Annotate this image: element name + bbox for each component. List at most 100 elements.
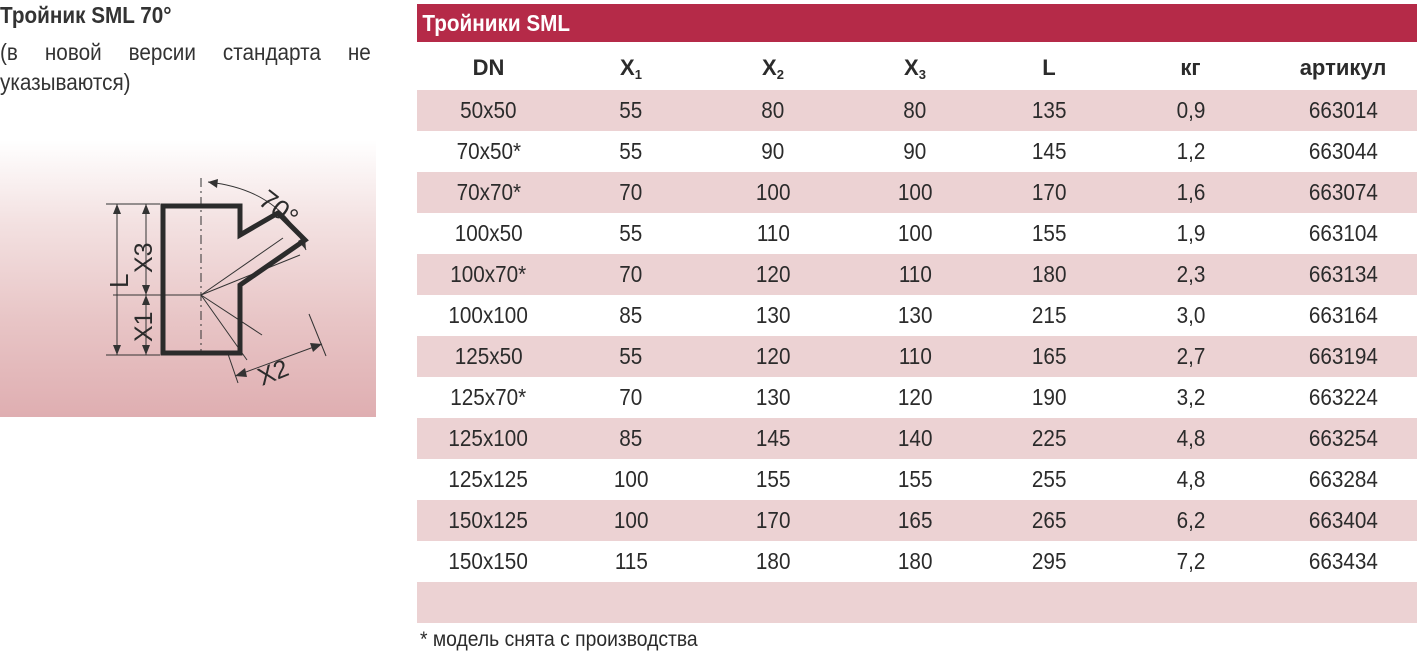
table-cell-x2: 90 bbox=[702, 131, 844, 172]
table-cell-l: 190 bbox=[986, 377, 1112, 418]
table-cell-l: 180 bbox=[986, 254, 1112, 295]
column-header-label: DN bbox=[472, 55, 505, 80]
table-cell-article: 663434 bbox=[1269, 541, 1417, 582]
cell-value: 80 bbox=[761, 97, 785, 123]
table-cell-x1: 115 bbox=[560, 541, 702, 582]
cell-value: 663104 bbox=[1308, 220, 1378, 246]
cell-value: 170 bbox=[1031, 179, 1067, 205]
cell-value: 125x125 bbox=[448, 466, 529, 492]
table-cell-l: 145 bbox=[986, 131, 1112, 172]
table-cell-l: 155 bbox=[986, 213, 1112, 254]
tee-diagram: L X3 X1 X2 70° bbox=[0, 140, 376, 417]
cell-value: 145 bbox=[1031, 138, 1067, 164]
table-cell-x2: 120 bbox=[702, 336, 844, 377]
cell-value: 6,2 bbox=[1176, 507, 1205, 533]
table-cell-x2: 145 bbox=[702, 418, 844, 459]
cell-value: 155 bbox=[1031, 220, 1067, 246]
table-cell-article: 663104 bbox=[1269, 213, 1417, 254]
cell-value: 663164 bbox=[1308, 302, 1378, 328]
table-cell-kg: 2,7 bbox=[1112, 336, 1269, 377]
product-subtitle: (в новой версии стандарта не указываются… bbox=[0, 37, 371, 97]
table-cell-dn: 125x100 bbox=[417, 418, 560, 459]
table-cell-x2: 180 bbox=[702, 541, 844, 582]
cell-value: 663194 bbox=[1308, 343, 1378, 369]
column-header-l: L bbox=[986, 46, 1112, 90]
table-cell-x1: 70 bbox=[560, 172, 702, 213]
table-cell-x1: 55 bbox=[560, 131, 702, 172]
table-title: Тройники SML bbox=[422, 10, 571, 36]
cell-value: 125x50 bbox=[454, 343, 523, 369]
table-cell-x2: 170 bbox=[702, 500, 844, 541]
column-header-label: X bbox=[762, 55, 777, 80]
table-cell-dn: 125x50 bbox=[417, 336, 560, 377]
cell-value: 295 bbox=[1031, 548, 1067, 574]
cell-value: 1,2 bbox=[1176, 138, 1205, 164]
cell-value: 3,2 bbox=[1176, 384, 1205, 410]
cell-value: 0,9 bbox=[1176, 97, 1205, 123]
cell-value: 130 bbox=[755, 384, 791, 410]
cell-value: 1,6 bbox=[1176, 179, 1205, 205]
table-cell-x2: 155 bbox=[702, 459, 844, 500]
table-cell-kg: 6,2 bbox=[1112, 500, 1269, 541]
table-cell-x3: 140 bbox=[844, 418, 986, 459]
cell-value: 110 bbox=[898, 343, 932, 369]
cell-value: 663404 bbox=[1308, 507, 1378, 533]
cell-value: 100 bbox=[613, 466, 649, 492]
cell-value: 155 bbox=[897, 466, 933, 492]
subtitle-line-1: (в новой версии стандарта не bbox=[0, 39, 371, 65]
table-cell-kg: 1,6 bbox=[1112, 172, 1269, 213]
cell-value: 100x100 bbox=[448, 302, 529, 328]
table-cell-kg: 4,8 bbox=[1112, 459, 1269, 500]
table-cell-l: 265 bbox=[986, 500, 1112, 541]
column-header-label: L bbox=[1042, 55, 1056, 80]
cell-value: 100 bbox=[897, 220, 933, 246]
cell-value: 85 bbox=[619, 425, 643, 451]
table-cell-kg: 1,2 bbox=[1112, 131, 1269, 172]
cell-value: 140 bbox=[897, 425, 933, 451]
cell-value: 70 bbox=[619, 261, 643, 287]
table-cell-x1: 85 bbox=[560, 295, 702, 336]
table-cell-article: 663254 bbox=[1269, 418, 1417, 459]
cell-value: 165 bbox=[1031, 343, 1067, 369]
cell-value: 100 bbox=[613, 507, 649, 533]
cell-value: 120 bbox=[755, 343, 791, 369]
x2-extension-line-1 bbox=[227, 353, 239, 384]
table-cell-l: 255 bbox=[986, 459, 1112, 500]
x2-dimension-line bbox=[234, 343, 323, 377]
table-cell-l: 215 bbox=[986, 295, 1112, 336]
cell-value: 663224 bbox=[1308, 384, 1378, 410]
table-cell-article: 663074 bbox=[1269, 172, 1417, 213]
table-cell-kg: 7,2 bbox=[1112, 541, 1269, 582]
cell-value: 130 bbox=[755, 302, 791, 328]
table-cell-l: 295 bbox=[986, 541, 1112, 582]
table-empty-row bbox=[417, 582, 1417, 623]
table-cell-article: 663224 bbox=[1269, 377, 1417, 418]
table-title-bar: Тройники SML bbox=[417, 4, 1417, 42]
cell-value: 85 bbox=[619, 302, 643, 328]
table-cell-x3: 155 bbox=[844, 459, 986, 500]
table-cell-x3: 180 bbox=[844, 541, 986, 582]
dim-label-x3: X3 bbox=[130, 242, 158, 273]
table-cell-dn: 70x70* bbox=[417, 172, 560, 213]
table-cell-x2: 80 bbox=[702, 90, 844, 131]
cell-value: 145 bbox=[755, 425, 791, 451]
table-cell-l: 165 bbox=[986, 336, 1112, 377]
cell-value: 135 bbox=[1031, 97, 1067, 123]
table-cell-kg: 0,9 bbox=[1112, 90, 1269, 131]
table-cell-x1: 70 bbox=[560, 377, 702, 418]
column-header-dn: DN bbox=[417, 46, 560, 90]
cell-value: 190 bbox=[1031, 384, 1067, 410]
cell-value: 165 bbox=[897, 507, 933, 533]
table-cell-kg: 3,2 bbox=[1112, 377, 1269, 418]
cell-value: 4,8 bbox=[1176, 466, 1205, 492]
cell-value: 55 bbox=[619, 343, 643, 369]
cell-value: 170 bbox=[755, 507, 791, 533]
cell-value: 110 bbox=[898, 261, 932, 287]
cell-value: 100x50 bbox=[454, 220, 523, 246]
cell-value: 215 bbox=[1031, 302, 1067, 328]
column-header-subscript: 3 bbox=[918, 66, 926, 82]
table-cell-x1: 70 bbox=[560, 254, 702, 295]
